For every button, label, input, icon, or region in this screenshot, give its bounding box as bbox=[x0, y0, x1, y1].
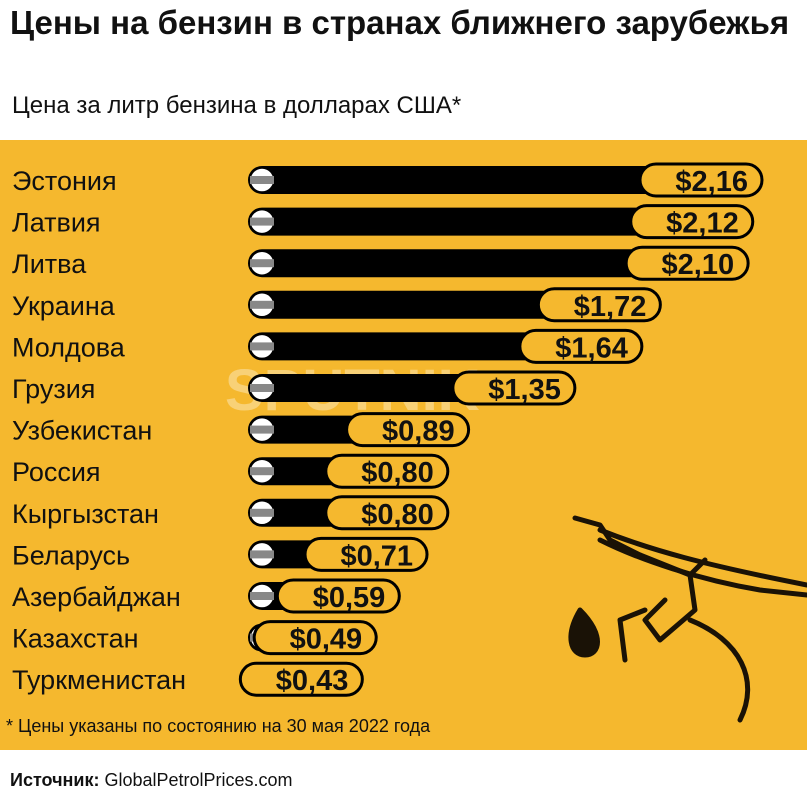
bar bbox=[248, 166, 702, 194]
bar bbox=[248, 249, 689, 278]
category-label: Латвия bbox=[12, 208, 101, 238]
category-label: Россия bbox=[12, 457, 101, 487]
category-label: Кыргызстан bbox=[12, 499, 159, 529]
flag-stripe bbox=[250, 217, 274, 226]
category-label: Узбекистан bbox=[12, 416, 152, 446]
value-label-bg bbox=[518, 328, 644, 364]
value-label: $2,12 bbox=[666, 208, 739, 240]
value-label: $0,89 bbox=[382, 416, 455, 448]
value-label-bg bbox=[638, 162, 764, 198]
value-label: $1,72 bbox=[574, 291, 647, 323]
value-label: $2,10 bbox=[662, 249, 735, 281]
value-label-bg bbox=[324, 495, 450, 531]
value-label-bg bbox=[238, 661, 364, 697]
bar bbox=[248, 207, 693, 236]
flag-stripe bbox=[250, 425, 274, 434]
chart-panel: SPUTNIK Эстония$2,16Латвия$2,12Литва$2,1… bbox=[0, 140, 807, 750]
flag-stripe bbox=[250, 300, 274, 309]
value-label: $1,35 bbox=[488, 374, 561, 406]
category-label: Эстония bbox=[12, 166, 117, 196]
value-label-bg bbox=[275, 578, 401, 614]
bar bbox=[248, 374, 515, 402]
bar-chart: SPUTNIK Эстония$2,16Латвия$2,12Литва$2,1… bbox=[12, 162, 807, 723]
bar bbox=[248, 290, 601, 319]
flag-stripe bbox=[250, 342, 274, 351]
value-label: $2,16 bbox=[675, 166, 748, 198]
value-label: $0,80 bbox=[361, 457, 434, 489]
flag-stripe bbox=[250, 592, 274, 600]
flag-stripe bbox=[250, 384, 274, 392]
value-label-bg bbox=[324, 453, 450, 489]
value-label-bg bbox=[536, 287, 662, 323]
value-label: $1,64 bbox=[555, 332, 628, 364]
flag-stripe bbox=[250, 259, 274, 268]
value-label-bg bbox=[624, 245, 750, 281]
category-label: Молдова bbox=[12, 332, 126, 362]
value-label-bg bbox=[629, 204, 755, 240]
footnote: * Цены указаны по состоянию на 30 мая 20… bbox=[6, 716, 431, 736]
flag-stripe bbox=[250, 467, 274, 476]
category-label: Литва bbox=[12, 249, 87, 279]
source-label: Источник: bbox=[10, 770, 100, 790]
flag-stripe bbox=[250, 176, 274, 184]
source-link[interactable]: GlobalPetrolPrices.com bbox=[104, 770, 293, 790]
value-label-bg bbox=[303, 536, 429, 572]
fuel-nozzle-icon bbox=[568, 515, 807, 723]
flag-stripe bbox=[250, 508, 274, 517]
value-label-bg bbox=[451, 370, 577, 406]
chart-subtitle: Цена за литр бензина в долларах США* bbox=[12, 92, 462, 119]
value-label: $0,49 bbox=[290, 624, 363, 656]
category-label: Азербайджан bbox=[12, 582, 181, 612]
source-line: Источник: GlobalPetrolPrices.com bbox=[10, 770, 293, 791]
category-label: Беларусь bbox=[12, 540, 130, 570]
category-label: Туркменистан bbox=[12, 665, 186, 695]
chart-title: Цены на бензин в странах ближнего зарубе… bbox=[10, 4, 790, 41]
category-label: Грузия bbox=[12, 374, 95, 404]
value-label: $0,59 bbox=[313, 582, 386, 614]
value-label: $0,43 bbox=[276, 665, 349, 697]
category-label: Украина bbox=[12, 291, 116, 321]
value-label: $0,80 bbox=[361, 499, 434, 531]
bar bbox=[248, 332, 582, 361]
value-label: $0,71 bbox=[340, 540, 413, 572]
value-label-bg bbox=[252, 620, 378, 656]
value-label-bg bbox=[345, 412, 471, 448]
flag-stripe bbox=[250, 550, 274, 559]
category-label: Казахстан bbox=[12, 624, 139, 654]
